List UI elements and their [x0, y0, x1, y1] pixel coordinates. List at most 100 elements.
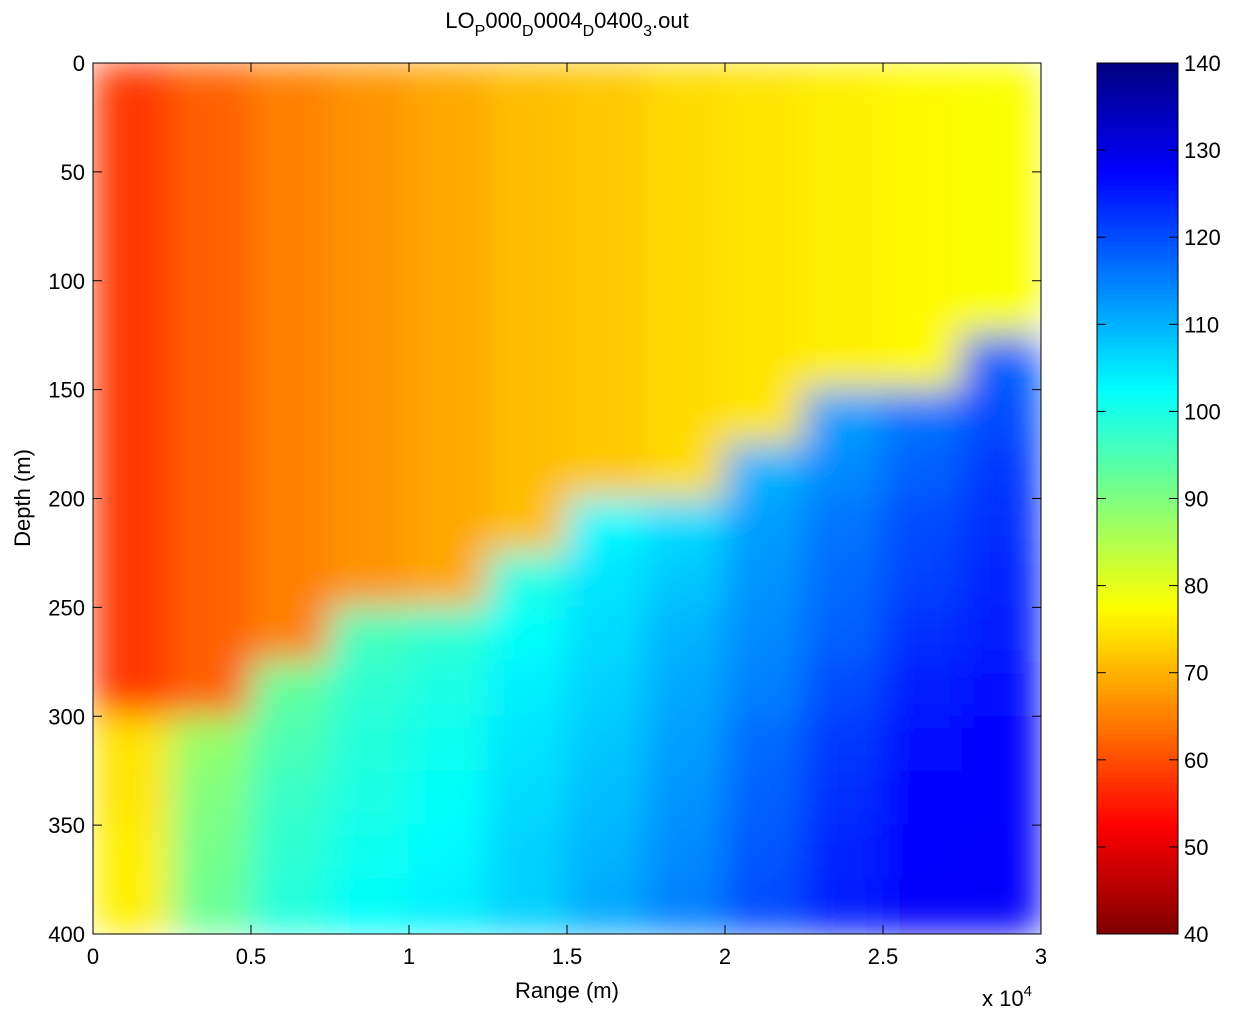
colorbar-swatch	[1097, 349, 1178, 356]
colorbar-swatch	[1097, 924, 1178, 931]
colorbar-swatch	[1097, 341, 1178, 347]
heatmap-cell	[408, 715, 489, 772]
colorbar-swatch	[1097, 768, 1178, 774]
x-tick-label: 2.5	[868, 944, 899, 969]
heatmap-cell	[250, 552, 331, 608]
colorbar-swatch	[1097, 916, 1178, 922]
heatmap-cell	[882, 389, 963, 445]
colorbar-swatch	[1097, 432, 1178, 439]
heatmap-cell	[961, 606, 1041, 663]
heatmap-cell	[408, 116, 489, 173]
heatmap-cell	[171, 552, 252, 608]
heatmap-cell	[961, 879, 1041, 934]
colorbar-swatch	[1097, 619, 1178, 626]
colorbar-swatch	[1097, 201, 1178, 208]
colorbar-swatch	[1097, 275, 1178, 282]
colorbar-swatch	[1097, 781, 1178, 787]
heatmap-cell	[645, 389, 726, 445]
heatmap-cell	[566, 770, 647, 826]
heatmap-cell	[329, 661, 410, 717]
colorbar-swatch	[1097, 506, 1178, 513]
heatmap-cell	[408, 661, 489, 717]
colorbar-swatch	[1097, 606, 1178, 613]
heatmap-cell	[250, 334, 331, 391]
colorbar-swatch	[1097, 245, 1178, 251]
heatmap-cell	[645, 606, 726, 663]
chart-title: LOP000D0004D04003.out	[445, 8, 688, 40]
heatmap-cell	[803, 225, 884, 282]
heatmap-cell	[803, 552, 884, 608]
colorbar-swatch	[1097, 846, 1178, 852]
heatmap-cell	[487, 63, 568, 118]
title-part: 3	[643, 23, 652, 40]
heatmap-cell	[408, 389, 489, 445]
colorbar-swatch	[1097, 328, 1178, 334]
colorbar-swatch	[1097, 493, 1178, 499]
colorbar-swatch	[1097, 149, 1178, 155]
heatmap-cell	[93, 171, 173, 227]
heatmap-cell	[93, 389, 173, 445]
colorbar-swatch	[1097, 911, 1178, 918]
heatmap-cell	[487, 116, 568, 173]
colorbar-swatch	[1097, 345, 1178, 351]
colorbar-swatch	[1097, 288, 1178, 295]
colorbar-swatch	[1097, 702, 1178, 709]
heatmap-cell	[487, 443, 568, 499]
heatmap-cell	[882, 171, 963, 227]
y-axis-label: Depth (m)	[10, 449, 35, 547]
heatmap-cell	[487, 552, 568, 608]
colorbar-swatch	[1097, 92, 1178, 99]
colorbar-swatch	[1097, 698, 1178, 704]
colorbar-swatch	[1097, 802, 1178, 809]
colorbar-swatch	[1097, 907, 1178, 913]
colorbar-swatch	[1097, 445, 1178, 452]
heatmap-cell	[724, 661, 805, 717]
colorbar-swatch	[1097, 711, 1178, 717]
colorbar-swatch	[1097, 894, 1178, 900]
colorbar-swatch	[1097, 336, 1178, 343]
colorbar-swatch	[1097, 863, 1178, 870]
colorbar-swatch	[1097, 707, 1178, 713]
heatmap-cell	[487, 661, 568, 717]
colorbar-swatch	[1097, 428, 1178, 434]
heatmap-cell	[250, 498, 331, 554]
y-tick-label: 50	[61, 160, 85, 185]
heatmap-cell	[171, 661, 252, 717]
heatmap-cell	[93, 498, 173, 554]
x-tick-label: 1.5	[552, 944, 583, 969]
colorbar-swatch	[1097, 750, 1178, 756]
colorbar-swatch	[1097, 811, 1178, 817]
heatmap-cell	[408, 225, 489, 282]
heatmap-cell	[803, 879, 884, 934]
y-tick-label: 0	[73, 51, 85, 76]
colorbar-swatch	[1097, 602, 1178, 608]
heatmap-cell	[566, 280, 647, 336]
colorbar-swatch	[1097, 441, 1178, 447]
heatmap-cell	[329, 606, 410, 663]
colorbar-swatch	[1097, 280, 1178, 286]
colorbar-swatch	[1097, 881, 1178, 887]
heatmap-cell	[566, 116, 647, 173]
colorbar-tick-label: 80	[1184, 574, 1208, 599]
heatmap-cell	[882, 824, 963, 881]
colorbar-swatch	[1097, 572, 1178, 578]
heatmap-cell	[961, 661, 1041, 717]
colorbar-swatch	[1097, 828, 1178, 835]
colorbar-swatch	[1097, 737, 1178, 743]
heatmap-cell	[645, 334, 726, 391]
colorbar-swatch	[1097, 419, 1178, 425]
colorbar-swatch	[1097, 480, 1178, 486]
heatmap-cell	[645, 63, 726, 118]
heatmap-cell	[566, 879, 647, 934]
colorbar-swatch	[1097, 567, 1178, 574]
colorbar-swatch	[1097, 241, 1178, 247]
heatmap-cell	[566, 824, 647, 881]
heatmap-cell	[250, 63, 331, 118]
heatmap-cell	[566, 552, 647, 608]
colorbar-swatch	[1097, 471, 1178, 478]
colorbar-swatch	[1097, 868, 1178, 874]
heatmap-cell	[487, 171, 568, 227]
heatmap-cell	[882, 443, 963, 499]
colorbar-swatch	[1097, 680, 1178, 687]
y-tick-label: 300	[48, 704, 85, 729]
